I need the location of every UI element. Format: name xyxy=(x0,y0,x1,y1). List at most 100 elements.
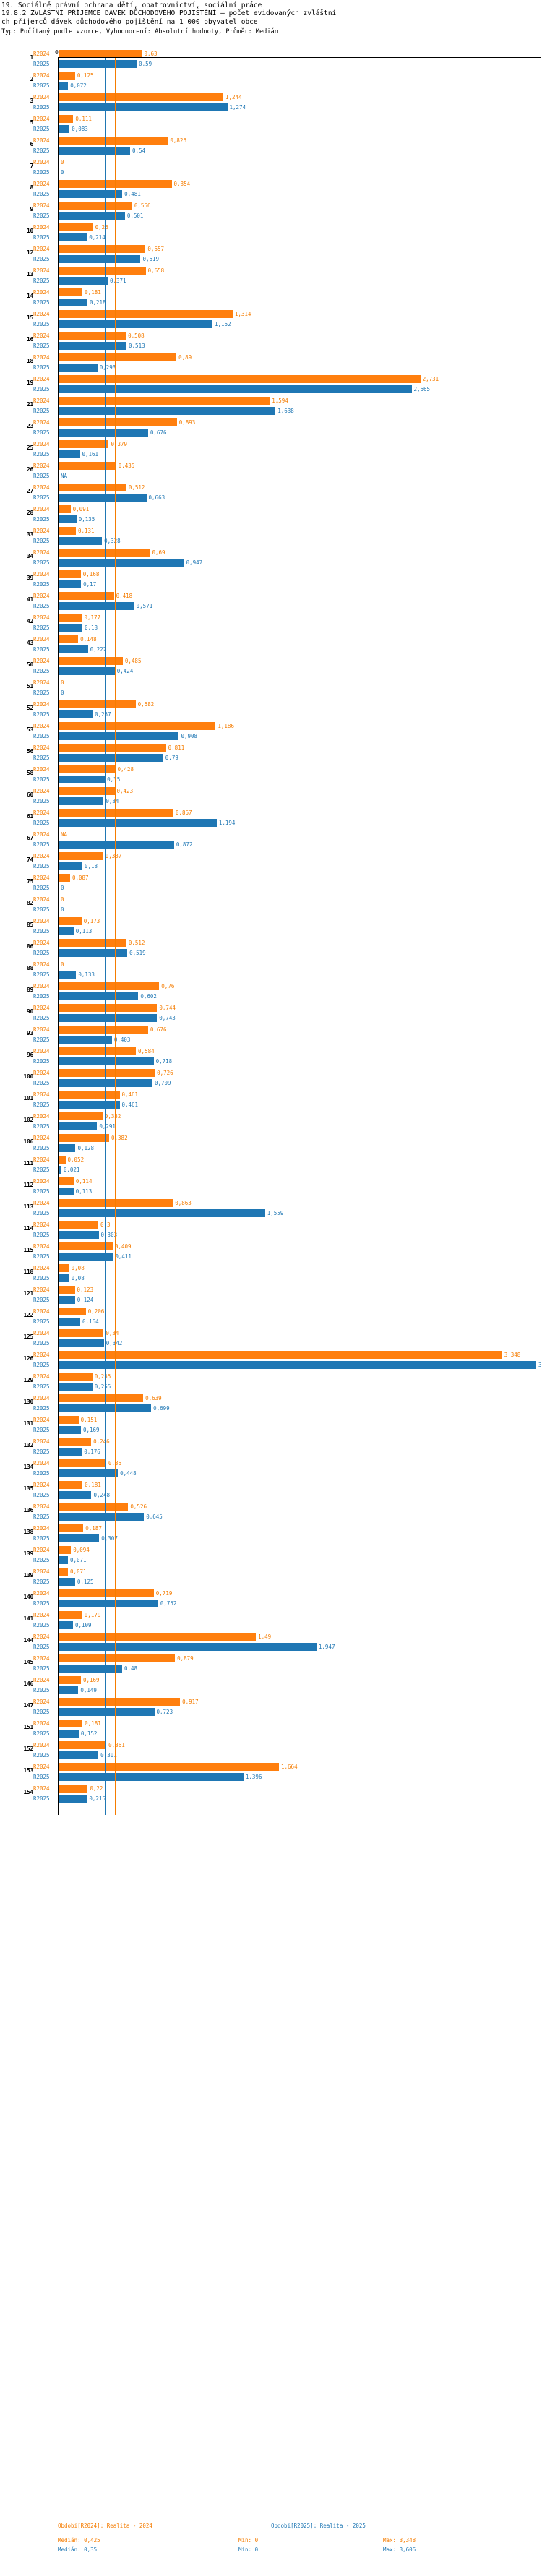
series-label-2025: R2025 xyxy=(33,1318,50,1325)
bar-value-label: 0,152 xyxy=(80,1730,98,1737)
bar-value-label: 0,481 xyxy=(124,191,141,197)
bar-2024 xyxy=(59,1524,84,1532)
row-id-label: 130 xyxy=(23,1399,33,1405)
bar-2025 xyxy=(59,429,148,437)
series-label-2025: R2025 xyxy=(33,1774,50,1780)
series-label-2024: R2024 xyxy=(33,1417,50,1423)
bar-row: R2025 0,152 xyxy=(0,1729,542,1739)
series-label-2025: R2025 xyxy=(33,82,50,89)
bar-2025 xyxy=(59,1339,104,1347)
bar-group: 67 R2024 NA R2025 0,872 xyxy=(0,830,542,851)
bar-row: R2024 0,917 xyxy=(0,1697,542,1707)
bar-value-label: 0,125 xyxy=(77,72,94,79)
series-label-2024: R2024 xyxy=(33,419,50,426)
bar-value-label: 0,052 xyxy=(67,1156,85,1163)
bar-row: R2024 0,206 xyxy=(0,1307,542,1317)
bar-value-label: 0,556 xyxy=(134,202,151,209)
series-label-2024: R2024 xyxy=(33,528,50,534)
series-label-2024: R2024 xyxy=(33,810,50,816)
bar-value-label: 0,584 xyxy=(138,1048,155,1055)
series-label-2024: R2024 xyxy=(33,1005,50,1011)
bar-row: R2024 0,181 xyxy=(0,1719,542,1729)
bar-group: 100 R2024 0,726 R2025 0,709 xyxy=(0,1068,542,1090)
bar-2025 xyxy=(59,385,412,393)
bar-row: R2025 0,663 xyxy=(0,493,542,503)
bar-value-label: NA xyxy=(61,831,68,838)
bar-2025 xyxy=(59,1036,112,1044)
series-label-2024: R2024 xyxy=(33,788,50,794)
bar-2025 xyxy=(59,320,212,328)
series-label-2024: R2024 xyxy=(33,1395,50,1401)
bar-value-label: 0,657 xyxy=(147,246,164,252)
bar-row: R2024 1,664 xyxy=(0,1762,542,1772)
legend-series-2024: Období[R2024]: Realita - 2024 xyxy=(58,2523,152,2529)
bar-value-label: 0,181 xyxy=(85,1720,101,1727)
bar-value-label: 0,723 xyxy=(156,1709,173,1715)
row-id-label: 136 xyxy=(23,1507,33,1514)
bar-row: R2024 0,08 xyxy=(0,1263,542,1274)
bar-value-label: 1,664 xyxy=(281,1764,298,1770)
bar-2024 xyxy=(59,1676,81,1684)
bar-2024 xyxy=(59,505,71,513)
series-label-2025: R2025 xyxy=(33,798,50,804)
bar-group: 134R20240,36R2025 0,448 xyxy=(0,1459,542,1480)
bar-value-label: 0,48 xyxy=(124,1665,138,1672)
bar-row: R2025 0,743 xyxy=(0,1013,542,1023)
row-id-label: 88 xyxy=(26,965,33,971)
bar-value-label: 0,658 xyxy=(147,267,165,274)
series-label-2024: R2024 xyxy=(33,723,50,729)
series-label-2024: R2024 xyxy=(33,1330,50,1336)
bar-value-label: 0,091 xyxy=(72,506,90,512)
bar-2024 xyxy=(59,1741,107,1749)
row-id-label: 1 xyxy=(30,54,33,61)
bar-row: R2025 0,17 xyxy=(0,580,542,590)
series-label-2024: R2024 xyxy=(33,1287,50,1293)
series-label-2024: R2024 xyxy=(33,1503,50,1510)
series-label-2025: R2025 xyxy=(33,321,50,327)
series-label-2024: R2024 xyxy=(33,744,50,751)
bar-row: R2025 0,021 xyxy=(0,1165,542,1175)
row-id-label: 28 xyxy=(26,510,33,516)
row-id-label: 33 xyxy=(26,531,33,538)
bar-value-label: 0,169 xyxy=(82,1677,100,1683)
row-id-label: 8 xyxy=(30,184,33,191)
bar-group: 50 R2024 0,485 R2025 0,424 xyxy=(0,656,542,678)
bar-2025 xyxy=(59,1101,120,1109)
row-id-label: 34 xyxy=(26,553,33,559)
bar-row: R2024 0,179 xyxy=(0,1610,542,1620)
bar-value-label: 0,111 xyxy=(75,116,92,122)
row-id-label: 139 xyxy=(23,1550,33,1557)
bar-2024 xyxy=(59,1373,93,1381)
bar-row: R2024 0 xyxy=(0,158,542,168)
bar-value-label: 0,123 xyxy=(77,1287,94,1293)
series-label-2025: R2025 xyxy=(33,1622,50,1628)
bar-row: R2025 0,448 xyxy=(0,1469,542,1479)
bar-2025 xyxy=(59,819,217,827)
bar-row: R2024 0,658 xyxy=(0,266,542,276)
bar-row: R2024 0,893 xyxy=(0,418,542,428)
bar-row: R2024 0,676 xyxy=(0,1025,542,1035)
bar-value-label: 0,161 xyxy=(82,451,99,458)
series-label-2025: R2025 xyxy=(33,473,50,479)
bar-row: R2025 0,571 xyxy=(0,601,542,611)
bar-2025 xyxy=(59,1296,75,1304)
bar-row: R2024 2,731 xyxy=(0,374,542,385)
row-id-label: 154 xyxy=(23,1789,33,1795)
bar-2024 xyxy=(59,635,79,643)
bar-2025 xyxy=(59,645,88,653)
bar-group: 96 R2024 0,584 R2025 0,718 xyxy=(0,1047,542,1068)
bar-group: 145 R2024 0,879 R2025 0,48 xyxy=(0,1654,542,1675)
bar-group: 28 R2024 0,091 R2025 0,135 xyxy=(0,505,542,526)
series-label-2025: R2025 xyxy=(33,993,50,1000)
bar-row: R2025 0,218 xyxy=(0,298,542,308)
bar-row: R2025 0,071 xyxy=(0,1555,542,1566)
series-label-2024: R2024 xyxy=(33,1699,50,1705)
bar-row: R2024 0,508 xyxy=(0,331,542,341)
row-id-label: 56 xyxy=(26,748,33,755)
bar-row: R2024 0,69 xyxy=(0,548,542,558)
bar-2025 xyxy=(59,667,115,675)
row-id-label: 134 xyxy=(23,1464,33,1470)
row-id-label: 113 xyxy=(23,1203,33,1210)
bar-group: 34 R2024 0,69 R2025 0,947 xyxy=(0,548,542,570)
